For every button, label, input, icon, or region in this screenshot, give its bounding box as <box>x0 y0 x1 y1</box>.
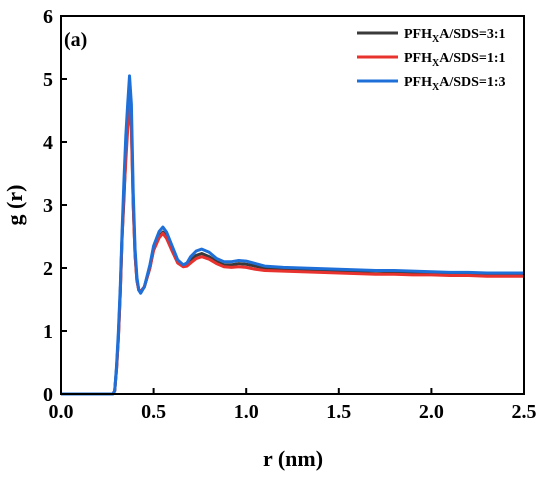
series-line-2 <box>61 99 524 396</box>
x-tick-label: 0.5 <box>141 401 166 423</box>
legend-label-3: PFHXA/SDS=1:3 <box>404 75 506 93</box>
legend-label-2: PFHXA/SDS=1:1 <box>404 51 506 69</box>
legend-label-1: PFHXA/SDS=3:1 <box>404 27 506 45</box>
y-tick-label: 5 <box>43 69 53 91</box>
y-tick-label: 2 <box>43 258 53 280</box>
ticks-layer: 0.0 0.5 1.0 1.5 2.0 2.5 0 1 2 3 4 5 6 <box>43 6 537 423</box>
y-axis-title: g (r) <box>2 185 27 226</box>
panel-label: (a) <box>64 29 87 51</box>
x-tick-label: 1.0 <box>234 401 259 423</box>
legend: PFHXA/SDS=3:1 PFHXA/SDS=1:1 PFHXA/SDS=1:3 <box>357 27 506 93</box>
x-tick-label: 1.5 <box>326 401 351 423</box>
y-tick-label: 3 <box>43 195 53 217</box>
plot-frame <box>60 15 525 395</box>
x-tick-label: 2.0 <box>419 401 444 423</box>
x-tick-label: 0.0 <box>49 401 74 423</box>
series-layer <box>61 74 524 396</box>
y-tick-label: 0 <box>43 384 53 406</box>
y-tick-label: 6 <box>43 6 53 28</box>
x-tick-label: 2.5 <box>512 401 537 423</box>
x-axis-title: r (nm) <box>263 446 323 471</box>
y-tick-label: 1 <box>43 321 53 343</box>
series-line-3 <box>61 74 524 396</box>
y-tick-label: 4 <box>43 132 53 154</box>
